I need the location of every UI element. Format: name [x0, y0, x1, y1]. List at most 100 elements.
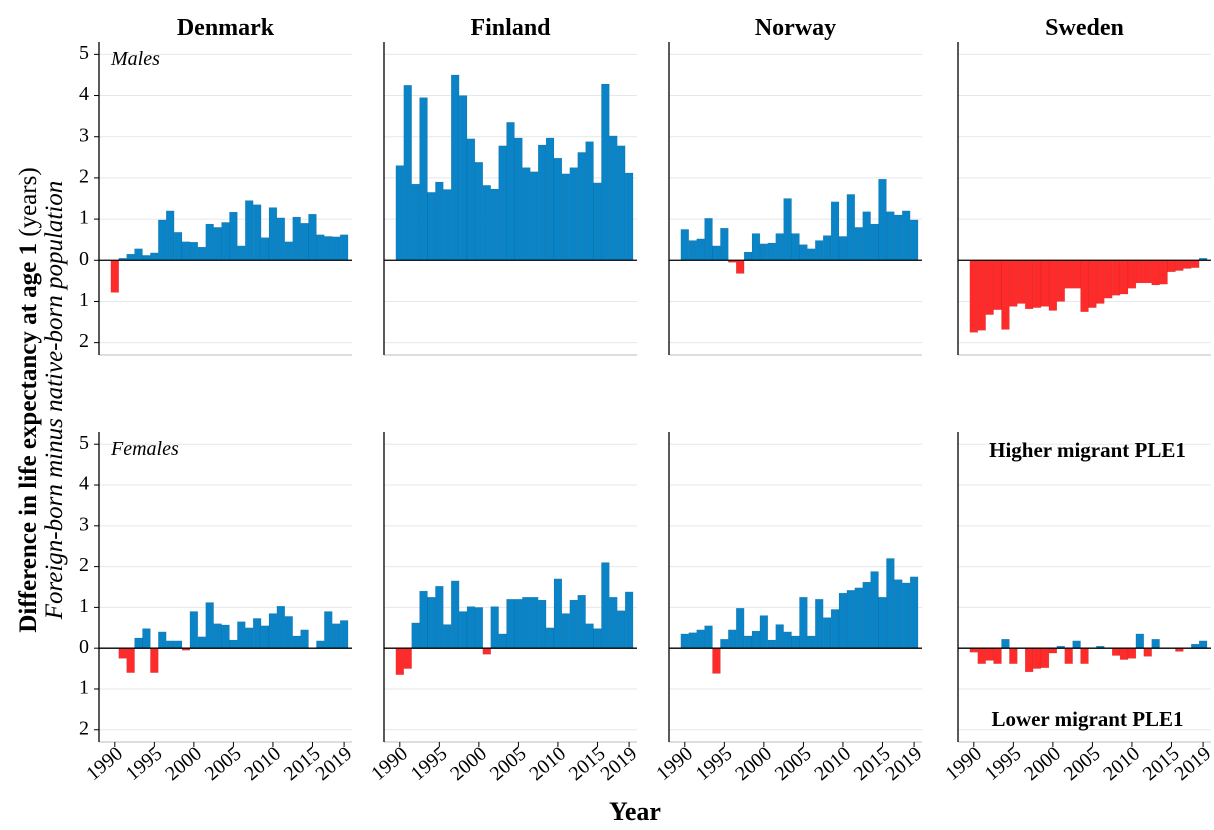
x-tick-label: 2000 — [1020, 742, 1065, 785]
column-title: Finland — [470, 15, 551, 41]
x-tick-label: 2005 — [1060, 742, 1105, 785]
bar — [252, 204, 262, 261]
bar — [616, 145, 626, 261]
bar — [569, 167, 578, 261]
bar — [324, 611, 333, 649]
bar — [743, 635, 753, 649]
x-tick-label: 2005 — [201, 742, 246, 785]
bar — [1175, 260, 1184, 271]
x-tick-label: 1995 — [407, 742, 452, 785]
bar — [506, 598, 515, 649]
bar — [435, 181, 444, 261]
bar — [775, 233, 784, 261]
y-label-main: Difference in life expectancy at age 1 — [15, 243, 42, 633]
bar — [1009, 260, 1018, 307]
bar — [799, 596, 808, 649]
bar — [1127, 647, 1137, 659]
bar — [276, 605, 286, 649]
x-tick-label: 1990 — [82, 742, 127, 785]
bar — [1048, 260, 1058, 311]
bar — [783, 631, 792, 649]
bar — [450, 74, 460, 261]
bar — [411, 622, 420, 649]
bar — [894, 579, 903, 649]
bar — [268, 207, 278, 261]
bar — [545, 137, 555, 261]
bar — [458, 611, 468, 649]
bar — [466, 138, 476, 261]
bar — [815, 240, 824, 261]
bar — [118, 647, 127, 659]
bar — [126, 647, 135, 673]
bar — [316, 640, 325, 649]
bar — [1040, 647, 1050, 669]
bar — [1135, 260, 1145, 284]
x-tick-label: 1995 — [981, 742, 1026, 785]
bar — [878, 596, 887, 649]
bar — [704, 625, 713, 649]
bar — [229, 211, 238, 261]
bar — [759, 615, 769, 649]
bar — [189, 611, 199, 649]
bar — [751, 233, 761, 261]
bar — [1198, 640, 1208, 649]
bar — [759, 243, 769, 261]
bar — [403, 84, 412, 261]
bar — [1056, 260, 1065, 302]
x-tick-label: 2005 — [486, 742, 531, 785]
bar — [474, 607, 484, 649]
bar — [134, 248, 143, 261]
bar — [276, 217, 286, 261]
bar — [292, 635, 301, 649]
bar — [197, 636, 206, 649]
bar — [142, 255, 151, 261]
bar — [624, 591, 634, 649]
bar — [1151, 260, 1160, 286]
bar — [830, 609, 840, 649]
bar — [522, 596, 531, 649]
bar — [688, 240, 697, 261]
bar — [751, 630, 761, 649]
column-title: Norway — [755, 15, 836, 41]
bar — [791, 635, 800, 649]
bar — [822, 617, 832, 649]
bar — [126, 253, 135, 261]
annotation: Higher migrant PLE1 — [989, 438, 1186, 462]
bar — [173, 640, 183, 649]
bar — [1088, 260, 1097, 308]
bar — [680, 229, 690, 261]
bar — [221, 222, 230, 261]
bar — [909, 219, 919, 261]
y-tick-label: 3 — [79, 513, 89, 535]
bar — [427, 192, 436, 261]
x-tick-label: 2019 — [1170, 742, 1214, 785]
bar — [1143, 647, 1152, 657]
bar — [735, 260, 745, 274]
bar — [846, 194, 856, 261]
bar — [743, 251, 753, 261]
bar — [767, 639, 776, 649]
bar — [609, 596, 618, 649]
annotation: Lower migrant PLE1 — [991, 707, 1183, 731]
bar — [482, 185, 491, 261]
bar — [838, 592, 848, 649]
bar — [1032, 647, 1042, 669]
x-tick-label: 2019 — [881, 742, 926, 785]
bar — [1024, 647, 1034, 673]
bar — [688, 632, 697, 649]
bar — [1072, 260, 1081, 289]
bar — [165, 640, 175, 649]
bar — [1143, 260, 1152, 284]
bar — [712, 647, 721, 674]
bar — [514, 137, 523, 261]
bar — [886, 211, 895, 261]
bar — [427, 596, 436, 649]
bar — [411, 183, 420, 261]
bar — [1119, 647, 1129, 660]
bar — [838, 236, 848, 261]
x-axis-label: Year — [609, 797, 661, 826]
bar — [1064, 647, 1073, 664]
x-tick-label: 2000 — [446, 742, 491, 785]
bar — [189, 241, 199, 261]
